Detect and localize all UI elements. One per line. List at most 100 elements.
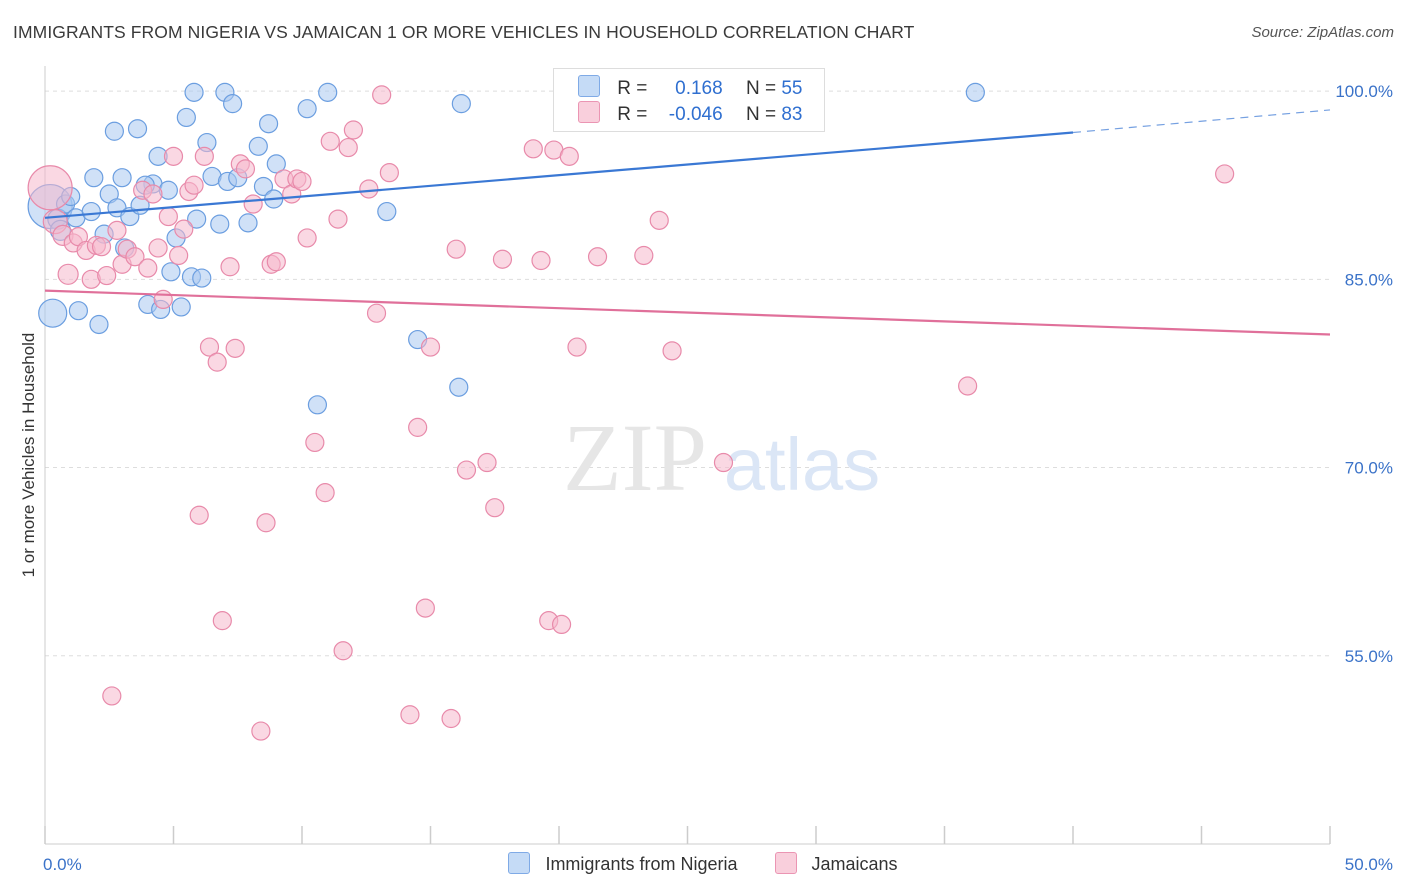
data-point bbox=[292, 171, 312, 192]
data-point bbox=[372, 85, 392, 105]
legend-r-label: R = bbox=[617, 104, 648, 125]
data-point bbox=[320, 131, 340, 151]
data-point bbox=[559, 146, 579, 166]
data-point bbox=[377, 201, 397, 222]
y-tick-label: 100.0% bbox=[1335, 82, 1393, 101]
data-point bbox=[256, 513, 276, 533]
data-point bbox=[220, 257, 240, 277]
data-point bbox=[965, 82, 985, 102]
data-point bbox=[189, 505, 209, 525]
legend-n-label: N = bbox=[745, 104, 777, 125]
series-legend: Immigrants from Nigeria Jamaicans bbox=[0, 852, 1406, 875]
data-point bbox=[649, 210, 669, 230]
data-point bbox=[248, 136, 268, 156]
data-point bbox=[174, 219, 194, 239]
data-point bbox=[343, 120, 363, 140]
y-axis-label: 1 or more Vehicles in Household bbox=[19, 333, 38, 578]
watermark-atlas: atlas bbox=[724, 423, 880, 506]
legend-swatch-nigeria bbox=[508, 852, 531, 874]
watermark-zip: ZIP bbox=[563, 404, 707, 511]
legend-swatch-jamaicans bbox=[578, 101, 600, 123]
y-tick-label: 70.0% bbox=[1345, 459, 1393, 478]
data-point bbox=[662, 341, 682, 361]
data-point bbox=[89, 314, 109, 335]
data-point bbox=[408, 417, 428, 437]
legend-n-label: N = bbox=[745, 78, 777, 99]
data-point bbox=[27, 165, 73, 211]
legend-row-jamaicans: R = -0.046 N = 83 bbox=[578, 101, 802, 127]
data-point bbox=[169, 245, 189, 266]
data-point bbox=[266, 154, 286, 174]
data-point bbox=[446, 239, 466, 259]
data-point bbox=[199, 337, 220, 357]
data-point bbox=[359, 179, 379, 199]
data-point bbox=[212, 611, 232, 631]
data-point bbox=[192, 268, 212, 288]
data-point bbox=[104, 121, 124, 141]
y-tick-label: 85.0% bbox=[1345, 270, 1393, 289]
data-point bbox=[125, 247, 145, 267]
data-point bbox=[531, 250, 551, 271]
legend-label-jamaicans: Jamaicans bbox=[811, 854, 898, 874]
data-point bbox=[305, 432, 325, 453]
data-point bbox=[225, 338, 245, 358]
data-point bbox=[243, 194, 263, 214]
axes bbox=[44, 66, 1331, 845]
data-point bbox=[238, 213, 258, 233]
data-point bbox=[161, 262, 181, 282]
data-point bbox=[449, 377, 469, 397]
chart-title: IMMIGRANTS FROM NIGERIA VS JAMAICAN 1 OR… bbox=[13, 22, 915, 42]
data-point bbox=[112, 168, 132, 188]
data-point bbox=[1215, 164, 1235, 184]
legend-item-jamaicans: Jamaicans bbox=[774, 852, 898, 875]
data-point bbox=[551, 614, 572, 635]
data-point bbox=[194, 146, 214, 166]
y-tick-labels: 100.0% 85.0% 70.0% 55.0% bbox=[1335, 82, 1393, 666]
source-credit: Source: ZipAtlas.com bbox=[1251, 24, 1394, 41]
legend-item-nigeria: Immigrants from Nigeria bbox=[508, 852, 737, 875]
data-point bbox=[84, 168, 104, 188]
trend-line-nigeria bbox=[44, 131, 1074, 219]
x-tick-label-start: 0.0% bbox=[43, 855, 82, 874]
data-point bbox=[415, 598, 435, 618]
data-point bbox=[315, 483, 335, 503]
data-point bbox=[333, 641, 353, 661]
data-point bbox=[297, 99, 317, 119]
data-point bbox=[400, 705, 420, 725]
data-point bbox=[163, 146, 184, 166]
data-point bbox=[253, 176, 274, 197]
data-point bbox=[366, 303, 387, 323]
data-point bbox=[328, 209, 348, 229]
data-point bbox=[258, 114, 279, 134]
legend-row-nigeria: R = 0.168 N = 55 bbox=[578, 75, 802, 101]
data-point bbox=[38, 298, 68, 328]
data-point bbox=[318, 82, 338, 102]
data-point bbox=[456, 460, 477, 480]
data-point bbox=[176, 107, 196, 128]
trend-line-extension bbox=[1072, 109, 1331, 134]
data-point bbox=[207, 352, 227, 372]
legend-r-label: R = bbox=[617, 78, 648, 99]
legend-label-nigeria: Immigrants from Nigeria bbox=[545, 854, 738, 874]
series-points-jamaicans bbox=[27, 82, 1235, 741]
data-point bbox=[91, 237, 112, 257]
data-point bbox=[127, 119, 148, 139]
x-tick-label-end: 50.0% bbox=[1345, 855, 1393, 874]
y-tick-label: 55.0% bbox=[1345, 647, 1393, 666]
data-point bbox=[102, 686, 122, 706]
data-point bbox=[567, 337, 587, 357]
data-point bbox=[210, 214, 230, 234]
legend-swatch-nigeria bbox=[578, 75, 600, 97]
data-point bbox=[307, 395, 328, 415]
data-point bbox=[148, 238, 168, 258]
data-point bbox=[223, 94, 243, 114]
data-point bbox=[68, 301, 89, 321]
data-point bbox=[492, 249, 513, 269]
data-point bbox=[184, 82, 204, 102]
legend-r-value-jamaicans: -0.046 bbox=[668, 104, 723, 125]
data-point bbox=[523, 139, 543, 159]
data-point bbox=[451, 94, 471, 114]
trend-line-jamaicans bbox=[44, 289, 1331, 336]
data-point bbox=[477, 452, 497, 473]
